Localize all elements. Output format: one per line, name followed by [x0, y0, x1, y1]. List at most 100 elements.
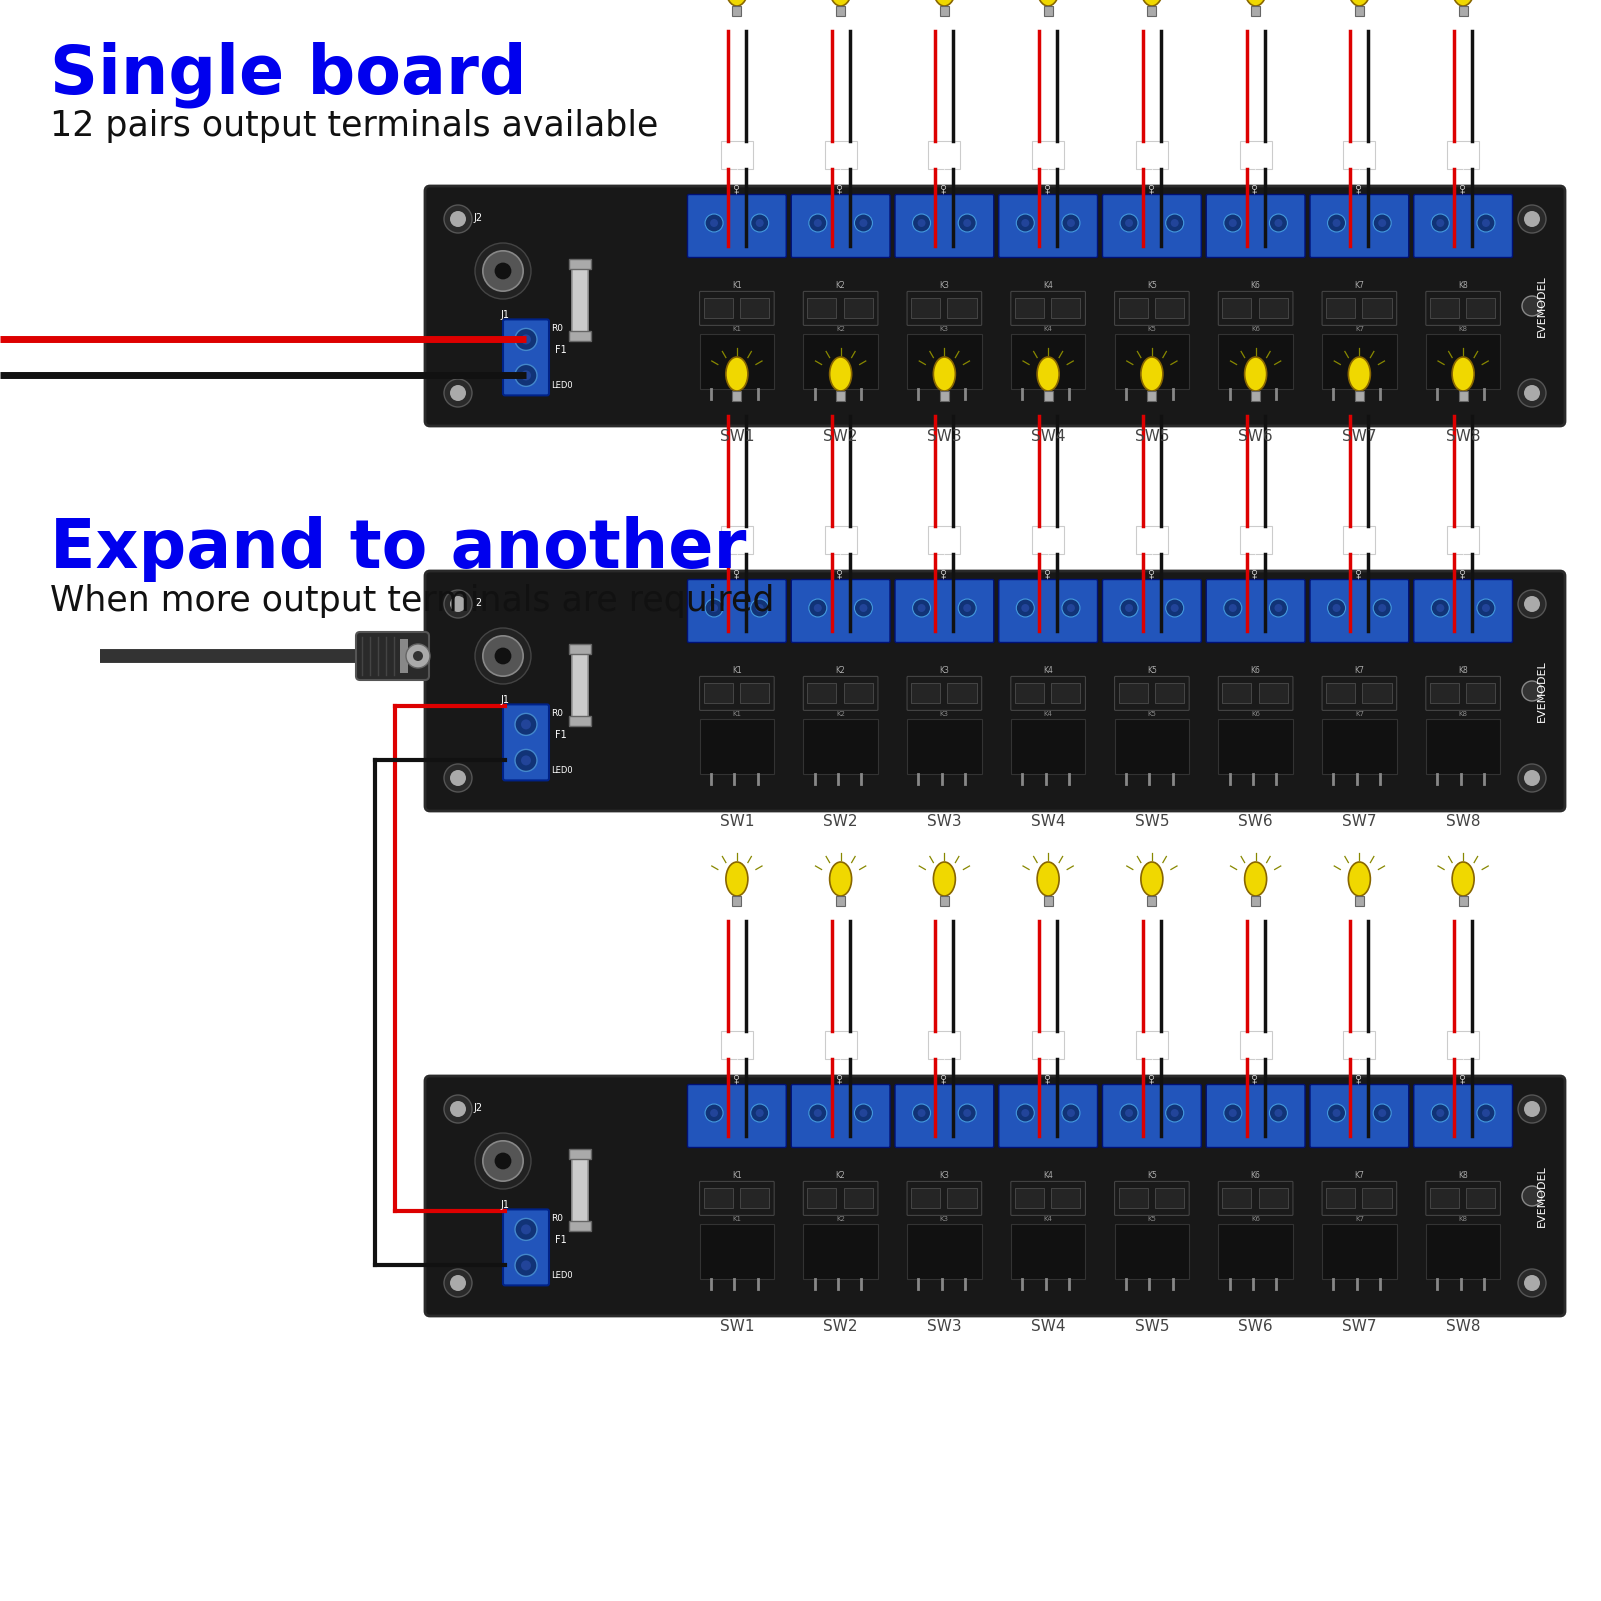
Text: SW3: SW3	[927, 1319, 962, 1334]
Text: K2: K2	[836, 325, 845, 331]
Bar	[568, 1150, 591, 1159]
Text: J2: J2	[472, 213, 482, 223]
Bar	[1326, 298, 1354, 319]
FancyBboxPatch shape	[424, 572, 1566, 812]
Text: K1: K1	[732, 325, 741, 331]
Bar	[1033, 527, 1065, 554]
FancyBboxPatch shape	[503, 704, 549, 780]
Text: K2: K2	[836, 711, 845, 717]
Circle shape	[1518, 1270, 1547, 1297]
Text: +OUT1-: +OUT1-	[733, 167, 740, 194]
Circle shape	[855, 599, 873, 616]
Circle shape	[450, 596, 466, 612]
Circle shape	[711, 604, 719, 612]
Bar	[1343, 141, 1375, 170]
FancyBboxPatch shape	[895, 194, 994, 258]
FancyBboxPatch shape	[1206, 194, 1305, 258]
Circle shape	[1524, 1274, 1540, 1290]
Circle shape	[1436, 219, 1444, 227]
Bar	[1447, 527, 1479, 554]
Text: K7: K7	[1354, 282, 1364, 290]
Circle shape	[813, 604, 821, 612]
Bar	[1467, 298, 1495, 319]
Circle shape	[520, 756, 532, 765]
Ellipse shape	[933, 357, 956, 391]
Bar	[1467, 1188, 1495, 1209]
Text: R0: R0	[551, 325, 564, 333]
FancyBboxPatch shape	[355, 632, 429, 680]
Circle shape	[1518, 205, 1547, 234]
Circle shape	[1374, 215, 1391, 232]
Bar	[400, 639, 408, 672]
Ellipse shape	[1452, 861, 1475, 897]
Text: J1: J1	[500, 1201, 509, 1210]
Circle shape	[1524, 384, 1540, 400]
FancyBboxPatch shape	[1010, 676, 1085, 711]
Bar	[1459, 897, 1468, 906]
Circle shape	[1274, 219, 1282, 227]
Bar	[1044, 897, 1052, 906]
Text: K4: K4	[1044, 1172, 1053, 1180]
FancyBboxPatch shape	[1322, 291, 1396, 325]
Bar	[1010, 333, 1085, 389]
Text: K4: K4	[1044, 666, 1053, 676]
Text: SW7: SW7	[1342, 1319, 1377, 1334]
Circle shape	[413, 652, 423, 661]
FancyBboxPatch shape	[1322, 676, 1396, 711]
Circle shape	[1230, 219, 1238, 227]
Bar	[1258, 684, 1287, 703]
Circle shape	[1327, 215, 1345, 232]
Bar	[911, 684, 940, 703]
Circle shape	[1166, 599, 1183, 616]
Bar	[1322, 1223, 1396, 1279]
Bar	[568, 1222, 591, 1231]
Bar	[1250, 391, 1260, 400]
Bar	[1362, 298, 1391, 319]
Bar	[1015, 298, 1044, 319]
Bar	[1459, 6, 1468, 16]
Bar	[1326, 1188, 1354, 1209]
Ellipse shape	[1244, 0, 1266, 6]
Ellipse shape	[933, 0, 956, 6]
Bar	[908, 1223, 981, 1279]
Text: SW1: SW1	[719, 1319, 754, 1334]
Circle shape	[516, 714, 536, 735]
Circle shape	[1121, 599, 1138, 616]
Bar	[1119, 298, 1148, 319]
Circle shape	[860, 219, 868, 227]
Text: +OUT5-: +OUT5-	[1150, 1057, 1154, 1084]
Circle shape	[1126, 604, 1134, 612]
Circle shape	[1126, 1109, 1134, 1117]
Text: EVEMODEL: EVEMODEL	[1537, 275, 1547, 336]
Bar	[1250, 897, 1260, 906]
FancyBboxPatch shape	[908, 676, 981, 711]
Circle shape	[1230, 1109, 1238, 1117]
Text: +OUT5-: +OUT5-	[1150, 167, 1154, 194]
Bar	[1052, 1188, 1081, 1209]
Text: K2: K2	[836, 1215, 845, 1222]
Text: K4: K4	[1044, 325, 1052, 331]
Circle shape	[1121, 215, 1138, 232]
Circle shape	[1523, 680, 1542, 701]
Bar	[1426, 333, 1500, 389]
Bar	[908, 333, 981, 389]
Bar	[1459, 391, 1468, 400]
Text: K5: K5	[1146, 282, 1158, 290]
Bar	[948, 684, 977, 703]
Text: F1: F1	[556, 1234, 567, 1246]
Circle shape	[1483, 604, 1491, 612]
Bar	[1148, 897, 1156, 906]
Text: SW6: SW6	[1238, 813, 1273, 829]
Circle shape	[711, 219, 719, 227]
Bar	[1033, 1031, 1065, 1058]
Bar	[929, 527, 961, 554]
FancyBboxPatch shape	[804, 676, 877, 711]
Text: K3: K3	[940, 711, 949, 717]
Text: K4: K4	[1044, 282, 1053, 290]
Circle shape	[443, 591, 472, 618]
Text: SW3: SW3	[927, 813, 962, 829]
Bar	[825, 141, 857, 170]
Ellipse shape	[1348, 0, 1370, 6]
Circle shape	[1270, 215, 1287, 232]
Circle shape	[516, 328, 536, 351]
